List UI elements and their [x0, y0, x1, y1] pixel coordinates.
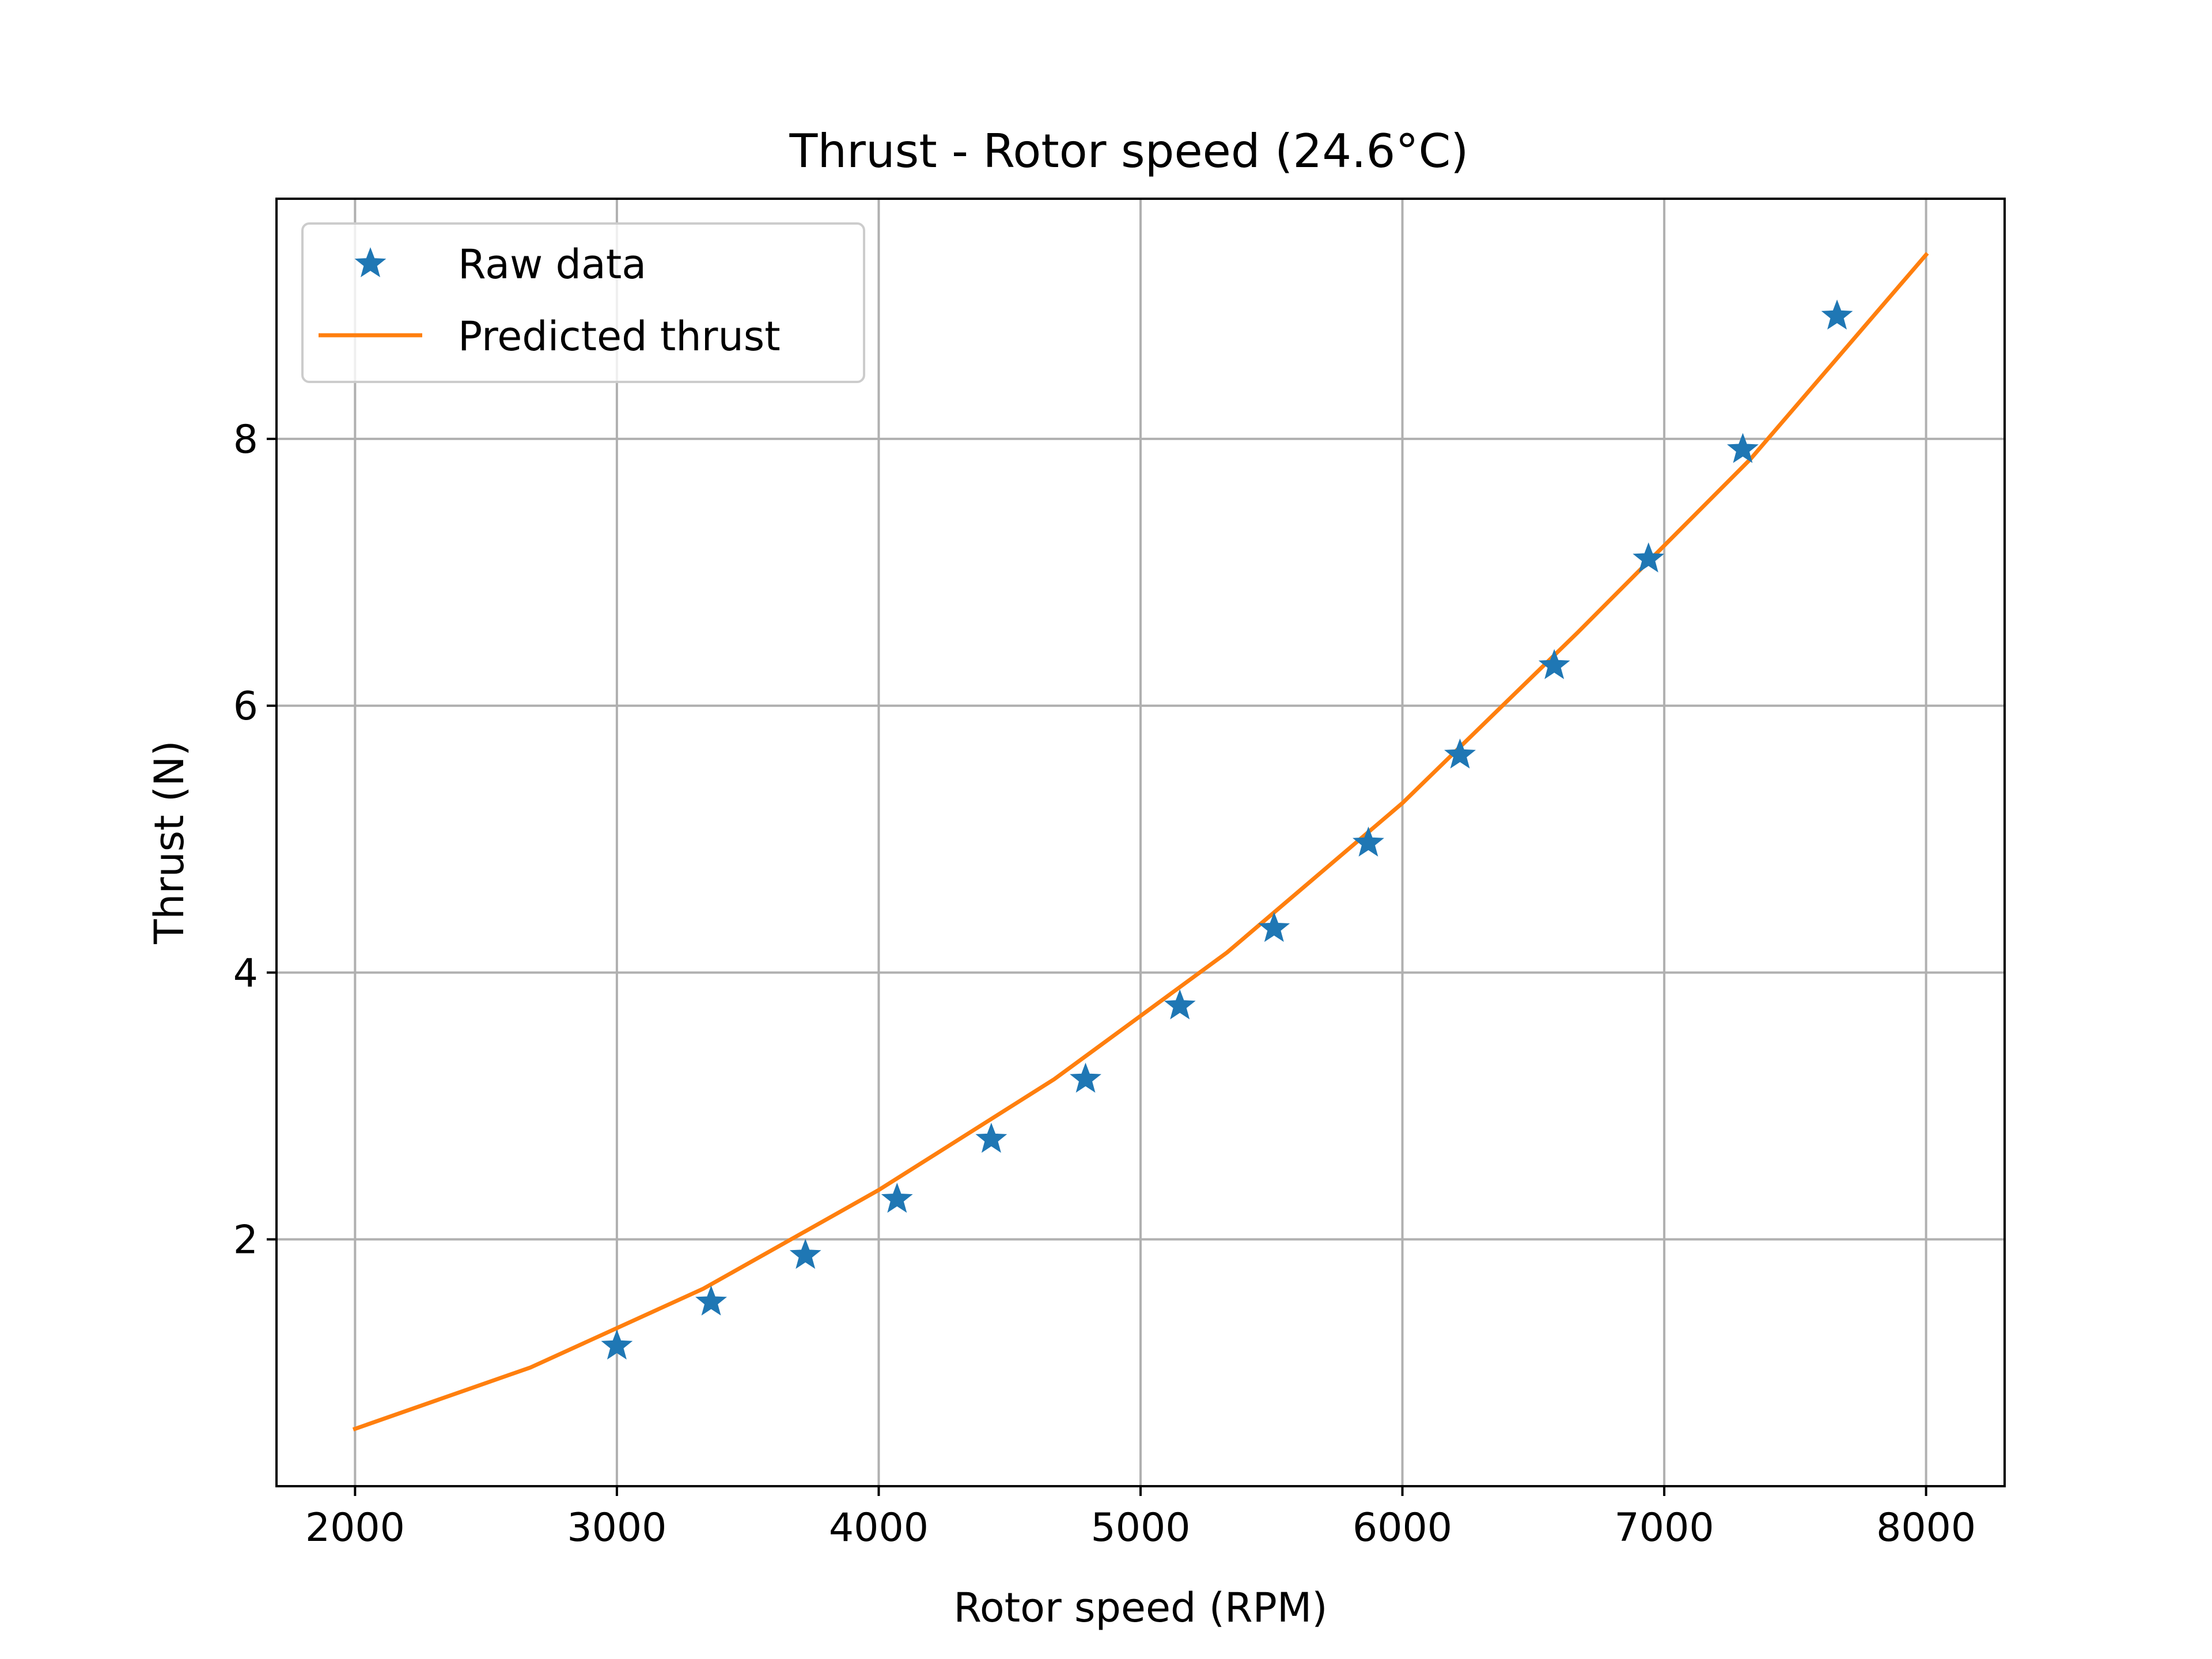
x-tick-label: 4000	[829, 1505, 929, 1551]
x-tick-label: 6000	[1353, 1505, 1452, 1551]
raw-data-point	[1633, 542, 1665, 573]
raw-data-point	[1258, 912, 1290, 942]
x-tick-label: 7000	[1615, 1505, 1714, 1551]
x-tick-label: 5000	[1090, 1505, 1190, 1551]
raw-data-point	[695, 1285, 727, 1316]
legend-star-marker	[354, 247, 387, 278]
legend-box	[301, 222, 865, 383]
legend-raw-data-label: Raw data	[458, 241, 646, 288]
x-axis-label: Rotor speed (RPM)	[953, 1584, 1327, 1631]
plot-area	[275, 198, 2006, 1487]
grid	[276, 199, 2005, 1486]
y-tick-label: 2	[233, 1218, 258, 1263]
raw-data-point	[601, 1329, 633, 1360]
y-axis-label: Thrust (N)	[146, 740, 193, 944]
legend: Raw data Predicted thrust	[301, 222, 865, 383]
raw-data-point	[1164, 989, 1196, 1020]
y-tick-label: 8	[233, 417, 258, 463]
raw-data-point	[975, 1122, 1007, 1153]
raw-data-point	[881, 1183, 913, 1213]
y-axis: 2 4 6 8	[233, 417, 276, 1263]
x-tick-label: 8000	[1876, 1505, 1976, 1551]
predicted-thrust-layer	[352, 252, 1929, 1431]
chart-title: Thrust - Rotor speed (24.6°C)	[789, 124, 1468, 178]
raw-data-point	[1821, 299, 1853, 330]
raw-data-point	[1538, 649, 1570, 680]
raw-data-point	[1444, 738, 1476, 769]
raw-data-point	[1727, 433, 1759, 463]
x-tick-label: 2000	[305, 1505, 405, 1551]
x-axis: 2000 3000 4000 5000 6000 7000 8000	[305, 1486, 1976, 1551]
legend-predicted-thrust-label: Predicted thrust	[458, 313, 781, 360]
raw-data-point	[1070, 1062, 1101, 1093]
y-tick-label: 6	[233, 684, 258, 729]
raw-data-layer	[601, 299, 1853, 1360]
raw-data-point	[789, 1238, 821, 1269]
raw-data-point	[1353, 826, 1384, 857]
predicted-thrust-line	[352, 252, 1929, 1431]
legend-raw-data-marker	[354, 247, 387, 278]
x-tick-label: 3000	[567, 1505, 666, 1551]
y-tick-label: 4	[233, 950, 258, 996]
